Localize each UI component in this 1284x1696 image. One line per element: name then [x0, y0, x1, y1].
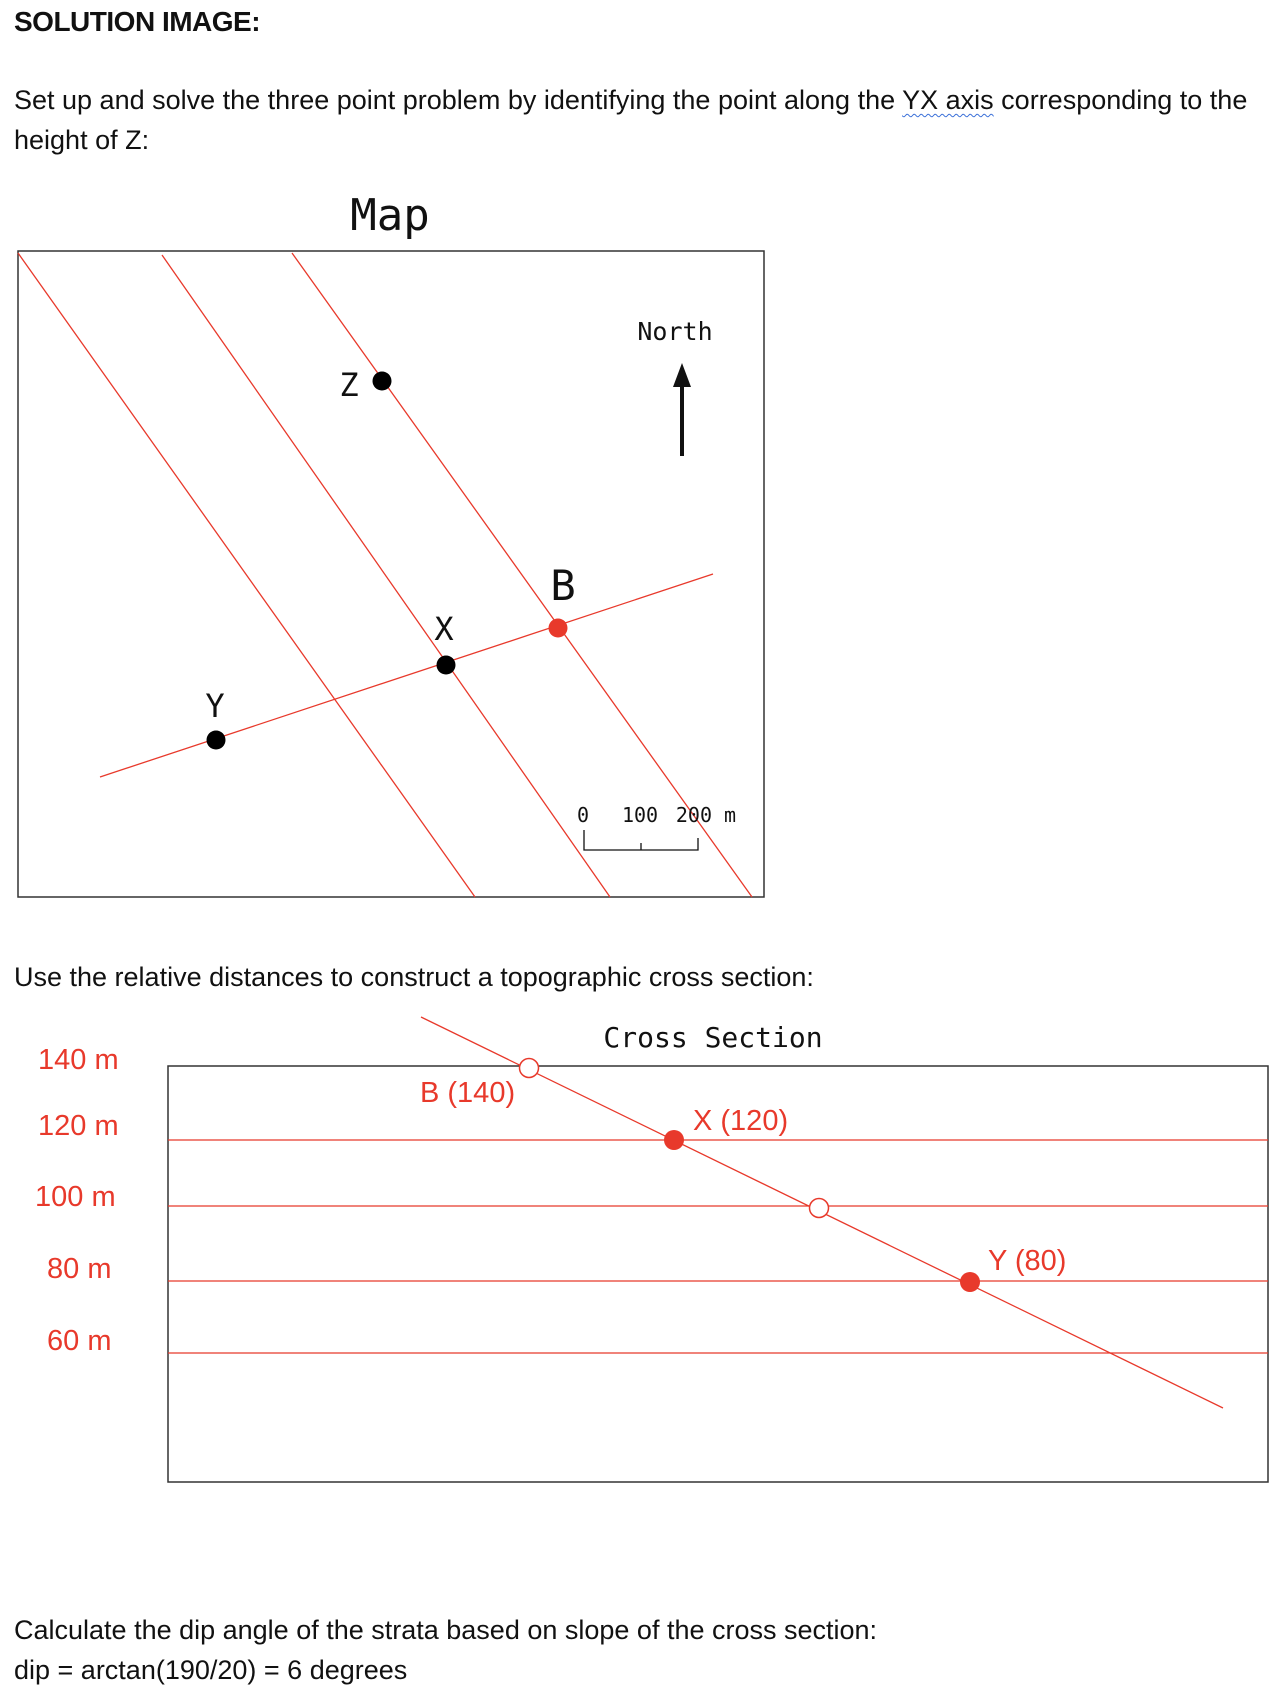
scale-bar: 0 100 200 m [577, 803, 736, 851]
north-label: North [637, 317, 712, 346]
strike-line-z [291, 252, 753, 898]
map-frame [17, 250, 765, 898]
elevation-label-80: 80 m [47, 1253, 111, 1285]
profile-point-y [960, 1272, 980, 1292]
map-label-x: X [434, 610, 453, 648]
intro-after: corresponding to the height of Z: [14, 85, 1248, 155]
yx-axis-term: YX axis [902, 85, 994, 115]
profile-label-b: B (140) [420, 1077, 515, 1109]
elevation-label-100: 100 m [35, 1181, 116, 1213]
profile-label-x: X (120) [693, 1105, 788, 1137]
cross-section-title: Cross Section [603, 1021, 822, 1054]
intro-before: Set up and solve the three point problem… [14, 85, 903, 115]
profile-labels: B (140) X (120) Y (80) [420, 1077, 1066, 1277]
profile-label-y: Y (80) [988, 1245, 1066, 1277]
dip-result: dip = arctan(190/20) = 6 degrees [14, 1655, 408, 1685]
solution-heading: SOLUTION IMAGE: [14, 6, 261, 37]
strike-lines [17, 252, 753, 898]
map-point-y [206, 730, 226, 750]
map-label-z: Z [339, 366, 358, 404]
profile-point-b [518, 1057, 540, 1079]
profile-point-100 [808, 1197, 830, 1219]
scale-label-100: 100 [622, 803, 658, 827]
scale-label-0: 0 [577, 803, 589, 827]
elevation-label-140: 140 m [38, 1044, 119, 1076]
map-point-b [548, 618, 568, 638]
north-arrow-icon [673, 363, 691, 456]
elevation-lines [168, 1139, 1268, 1354]
yx-axis-line [99, 573, 714, 778]
map-title: Map [350, 190, 429, 241]
map-label-b: B [550, 561, 575, 610]
map-point-z [372, 371, 392, 391]
strike-line-2 [161, 254, 611, 898]
cross-section-frame [167, 1065, 1269, 1483]
elevation-label-120: 120 m [38, 1110, 119, 1142]
map-point-x [436, 655, 456, 675]
intro-paragraph: Set up and solve the three point problem… [14, 80, 1254, 160]
profile-point-x [664, 1130, 684, 1150]
elevation-labels: 140 m 120 m 100 m 80 m 60 m [35, 1044, 119, 1357]
map-label-y: Y [205, 687, 224, 725]
dip-instruction: Calculate the dip angle of the strata ba… [14, 1615, 878, 1645]
scale-label-200: 200 m [676, 803, 736, 827]
strike-line-1 [17, 252, 476, 898]
cross-section-instruction: Use the relative distances to construct … [14, 962, 814, 992]
elevation-label-60: 60 m [47, 1325, 111, 1357]
